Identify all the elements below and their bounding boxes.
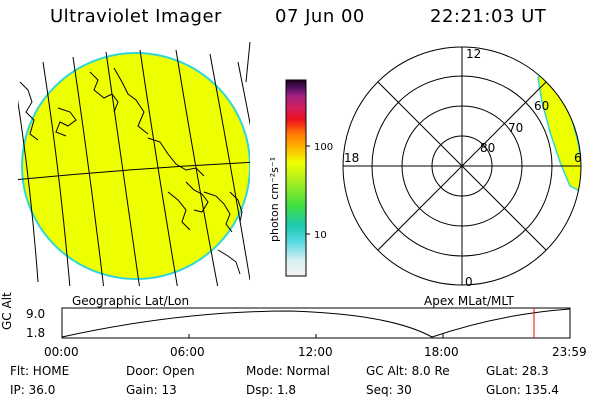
status-glon: GLon: 135.4 <box>486 383 559 397</box>
status-gain: Gain: 13 <box>126 383 177 397</box>
aurora-region <box>537 60 581 194</box>
time-label: 22:21:03 UT <box>430 6 547 27</box>
coastlines <box>19 67 243 275</box>
status-ip: IP: 36.0 <box>10 383 56 397</box>
polar-grid <box>342 46 582 286</box>
status-glat: GLat: 28.3 <box>486 364 549 378</box>
mlat-label-60: 60 <box>534 99 549 113</box>
time-tick-1800: 18:00 <box>424 345 459 359</box>
map-caption: Geographic Lat/Lon <box>72 294 190 308</box>
earth-disk <box>21 52 250 280</box>
mlt-label-18: 18 <box>344 151 359 165</box>
mlat-label-80: 80 <box>480 141 495 155</box>
status-door: Door: Open <box>126 364 195 378</box>
colorbar-unit-label: photon cm⁻²s⁻¹ <box>268 157 281 242</box>
status-mode: Mode: Normal <box>246 364 330 378</box>
time-tick-0000: 00:00 <box>44 345 79 359</box>
geographic-map <box>18 41 251 286</box>
mlat-label-70: 70 <box>508 121 523 135</box>
time-tick-1200: 12:00 <box>298 345 333 359</box>
colorbar: 100 10 photon cm⁻²s⁻¹ <box>268 79 333 277</box>
time-tick-0600: 06:00 <box>170 345 205 359</box>
colorbar-tick-100: 100 <box>314 142 333 153</box>
status-gc-alt: GC Alt: 8.0 Re <box>366 364 450 378</box>
status-flt: Flt: HOME <box>10 364 70 378</box>
latitude-line <box>18 161 250 181</box>
altitude-ylabel: GC Alt <box>0 292 14 330</box>
mlt-label-6: 6 <box>574 151 582 165</box>
polar-plot: 12 18 6 0 80 70 60 <box>342 46 582 289</box>
altitude-trace <box>61 308 571 338</box>
polar-caption: Apex MLat/MLT <box>424 294 514 308</box>
altitude-ytick-max: 9.0 <box>26 307 46 321</box>
status-dsp: Dsp: 1.8 <box>246 383 297 397</box>
status-seq: Seq: 30 <box>366 383 412 397</box>
longitude-lines <box>18 49 250 286</box>
mlt-label-0: 0 <box>465 275 473 289</box>
mlt-label-12: 12 <box>466 47 481 61</box>
colorbar-tick-10: 10 <box>314 230 327 241</box>
altitude-plot <box>61 307 571 339</box>
time-tick-2359: 23:59 <box>552 345 587 359</box>
instrument-title: Ultraviolet Imager <box>50 6 222 27</box>
date-label: 07 Jun 00 <box>275 6 365 27</box>
altitude-ytick-min: 1.8 <box>26 326 46 340</box>
